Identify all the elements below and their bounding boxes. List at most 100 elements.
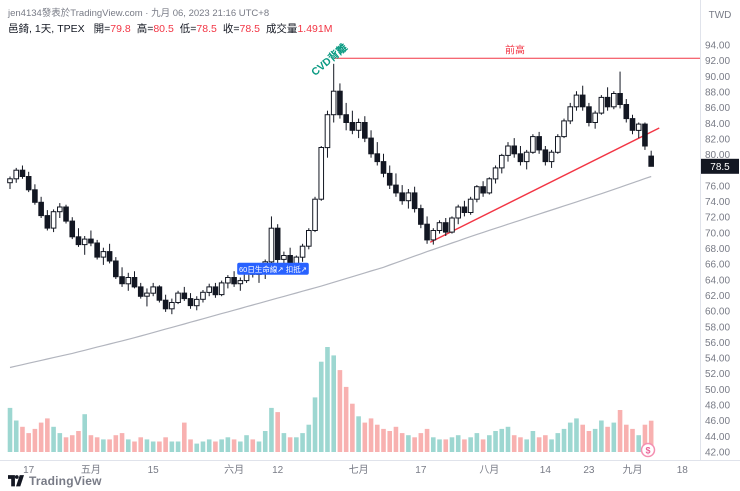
candle-body — [505, 145, 511, 156]
high-value: 80.5 — [153, 23, 174, 35]
brand-wordmark: TradingView — [29, 474, 102, 488]
candle-body — [268, 227, 275, 263]
volume-bar — [45, 418, 50, 452]
volume-bar — [368, 418, 374, 452]
candle-body — [81, 238, 88, 246]
volume-bar — [200, 441, 206, 452]
volume-bar — [580, 424, 585, 452]
volume-bar — [101, 439, 106, 452]
candle-body — [119, 276, 125, 285]
candle-body — [25, 176, 32, 191]
price-tick-label: 60.00 — [705, 307, 730, 318]
low-label: 低= — [179, 23, 197, 35]
candle-body — [561, 120, 567, 138]
volume-bar — [238, 441, 243, 452]
candle-body — [306, 230, 312, 247]
candle-body — [44, 215, 51, 229]
candle-body — [162, 299, 169, 310]
volume-bar — [63, 437, 69, 452]
candle-body — [511, 145, 518, 155]
candle-body — [318, 147, 325, 200]
candle-body — [212, 286, 219, 296]
candle-body — [362, 122, 368, 139]
high-label: 高= — [136, 23, 154, 35]
volume-bar — [399, 433, 405, 452]
volume-bar — [480, 439, 486, 452]
volume-bar — [150, 441, 156, 452]
volume-bar — [300, 433, 305, 452]
candle-body — [38, 201, 44, 217]
time-tick-label: 七月 — [349, 464, 369, 476]
attribution-link[interactable]: jen4134發表於TradingView.com · 九月 06, 2023 … — [8, 8, 270, 19]
tradingview-logo-icon — [8, 475, 24, 487]
volume-bar — [94, 437, 100, 452]
volume-bar — [630, 428, 635, 452]
price-tick-label: 72.00 — [705, 213, 730, 224]
volume-bar — [194, 443, 200, 452]
volume-bar — [144, 439, 150, 452]
volume-bar — [412, 437, 417, 452]
candle-body — [629, 118, 636, 131]
volume-bar — [306, 424, 312, 452]
volume-bar — [431, 437, 436, 452]
volume-bar — [107, 439, 112, 452]
candle-body — [455, 206, 461, 219]
candle-body — [635, 123, 642, 131]
candle-body — [50, 211, 57, 229]
volume-bar — [119, 433, 125, 452]
volume-bar — [424, 428, 430, 452]
candle-body — [218, 282, 225, 296]
candle-body — [617, 93, 623, 105]
volume-bar — [13, 420, 19, 452]
candle-body — [623, 104, 630, 120]
volume-bar — [132, 441, 137, 452]
volume-bar — [57, 433, 63, 452]
time-tick-label: 九月 — [623, 464, 643, 476]
cvd-divergence-label: CVD背離 — [309, 41, 351, 79]
candle-body — [492, 167, 499, 180]
volume-bar — [51, 426, 56, 452]
candle-body — [274, 227, 281, 260]
volume-label: 成交量 — [265, 23, 298, 35]
open-value: 79.8 — [110, 23, 131, 35]
candle-body — [343, 114, 349, 123]
time-tick-label: 14 — [540, 465, 552, 476]
price-tick-label: 44.00 — [705, 432, 730, 443]
price-tick-label: 74.00 — [705, 197, 730, 208]
volume-bar — [76, 431, 81, 452]
price-tick-label: 42.00 — [705, 448, 730, 459]
footer-branding[interactable]: TradingView — [8, 474, 102, 488]
candle-body — [75, 236, 82, 246]
volume-bar — [530, 431, 536, 452]
candle-body — [442, 222, 449, 233]
candle-body — [94, 242, 100, 258]
candle-body — [144, 292, 150, 297]
last-price-badge — [701, 158, 739, 174]
price-tick-label: 90.00 — [705, 72, 730, 83]
volume-bar — [256, 441, 262, 452]
symbol-exchange: TPEX — [57, 23, 85, 35]
ohlc-close: 收=78.5 — [223, 23, 260, 35]
ohlc-low: 低=78.5 — [180, 23, 217, 35]
volume-bar — [449, 437, 455, 452]
close-value: 78.5 — [239, 23, 260, 35]
candle-body — [474, 186, 480, 200]
time-tick-label: 六月 — [224, 464, 244, 476]
callout-bubble-icon[interactable] — [640, 442, 656, 458]
volume-bar — [231, 439, 237, 452]
volume-bar — [374, 424, 380, 452]
volume-bar — [462, 439, 467, 452]
candle-body — [69, 220, 76, 238]
candle-body — [393, 184, 399, 194]
volume-bar — [455, 435, 461, 452]
price-tick-label: 80.00 — [705, 150, 730, 161]
candle-body — [411, 192, 418, 210]
volume-bar — [312, 397, 318, 452]
price-tick-label: 46.00 — [705, 416, 730, 427]
price-tick-label: 84.00 — [705, 119, 730, 130]
volume-bar — [518, 437, 523, 452]
candle-body — [480, 186, 486, 194]
volume-bar — [549, 439, 554, 452]
